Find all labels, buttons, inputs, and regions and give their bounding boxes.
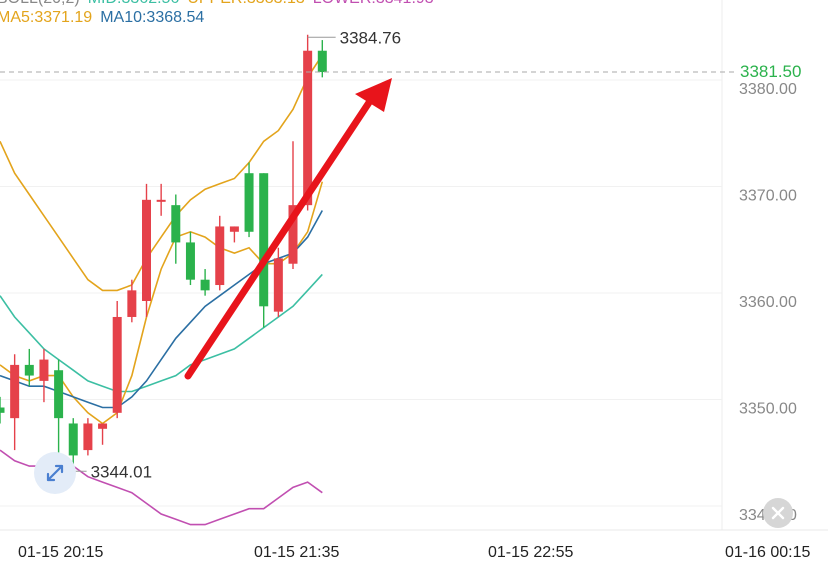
last-price-tag: 3381.50 [734,61,828,84]
candle-body [112,316,122,413]
grid-lines [0,0,828,531]
candle-body [54,370,64,419]
trend-arrow-shaft [184,94,376,380]
expand-arrows-icon [46,464,64,482]
trend-arrow [184,78,392,380]
candle-body [0,407,5,413]
series-line-upper [0,54,323,292]
boll-legend-item-0: BOLL(20,2) [0,0,80,7]
candle-body [10,364,20,419]
series-line-ma10 [0,210,324,409]
candle-body [127,290,137,317]
candle-body [142,199,151,301]
candle-body [185,242,195,280]
candle-body [156,199,166,202]
ma-legend: MA5:3371.19 MA10:3368.54 [0,9,212,27]
boll-legend-item-1: MID:3362.56 [88,0,180,7]
x-tick-label: 01-16 00:15 [725,544,811,561]
x-tick-label: 01-15 21:35 [254,544,340,561]
candle-body [24,364,34,376]
boll-legend-item-2: UPPER:3383.13 [187,0,304,7]
boll-legend: BOLL(20,2) MID:3362.56 UPPER:3383.13 LOWER:… [0,0,442,8]
high-annotation: 3384.76 [340,28,401,47]
trend-arrow-head [355,78,392,112]
candle-body [39,359,49,381]
series-line-ma5 [0,181,324,425]
candle-body [229,226,239,232]
collapse-icon [771,506,785,520]
annotations: 3384.76 3344.01 [0,28,828,481]
candle-body [288,205,298,264]
candle-body [98,423,108,429]
candle-body [303,50,313,206]
x-tick-label: 01-15 20:15 [18,544,104,561]
ma-legend-item-0: MA5:3371.19 [0,9,93,26]
collapse-button[interactable] [763,498,793,528]
candle-body [200,279,210,291]
y-tick-label: 3360.00 [739,294,797,311]
indicator-lines [0,54,324,526]
x-tick-label: 01-15 22:55 [488,544,574,561]
candle-body [273,258,283,312]
series-line-mid [0,273,323,393]
candle-body [68,423,78,456]
ma-legend-item-1: MA10:3368.54 [100,9,205,26]
candle-body [259,173,269,307]
y-tick-label: 3350.00 [739,401,797,418]
candle-body [244,173,254,232]
low-annotation: 3344.01 [91,462,152,481]
y-tick-label: 3370.00 [739,188,797,205]
candle-body [83,423,93,451]
time-axis: 01-15 20:15 01-15 21:35 01-15 22:55 01-16 0… [18,544,811,561]
candles [0,34,327,472]
boll-legend-item-3: LOWER:3341.93 [313,0,434,7]
y-tick-label: 3380.00 [739,81,797,98]
zoom-button[interactable] [34,452,76,494]
candle-body [215,226,225,286]
candle-body [171,205,181,243]
candle-body [317,50,327,73]
